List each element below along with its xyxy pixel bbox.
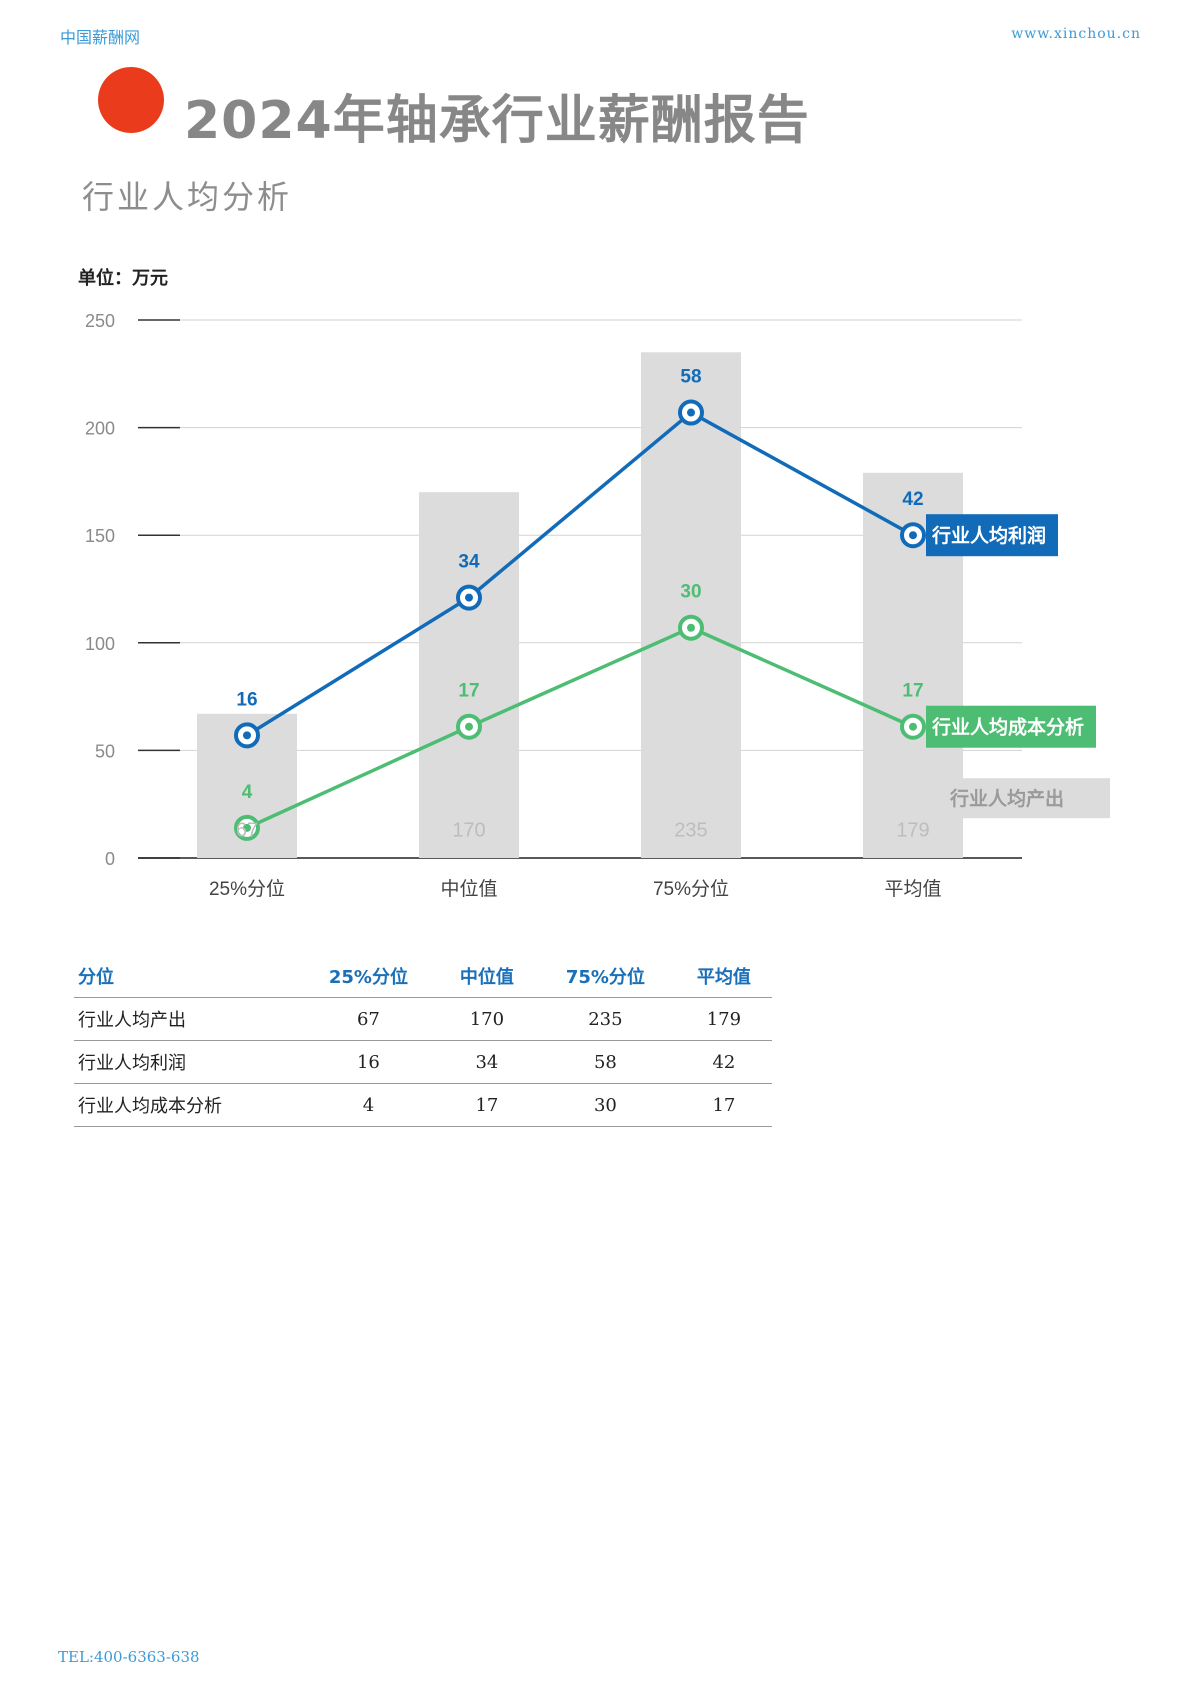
table-cell: 行业人均成本分析 (74, 1083, 298, 1127)
section-title: 行业人均分析 (82, 178, 293, 216)
table-header-row: 分位 25%分位 中位值 75%分位 平均值 (74, 955, 772, 998)
profit-data-label: 58 (680, 367, 701, 388)
profit-line (246, 410, 914, 737)
table-cell: 17 (438, 1083, 535, 1127)
legend-chip-output (950, 778, 1110, 819)
bar-value-label: 67 (236, 819, 258, 841)
table-cell: 4 (298, 1083, 439, 1127)
cost-point-center (909, 722, 917, 731)
x-tick-label: 25%分位 (209, 878, 285, 900)
table-cell: 16 (298, 1040, 439, 1084)
table-header-cell: 分位 (74, 955, 298, 998)
chart-lines (234, 399, 926, 841)
table-cell: 170 (438, 997, 535, 1041)
table-header-cell: 平均值 (675, 955, 772, 998)
y-tick-label: 250 (85, 311, 115, 331)
bar (641, 352, 741, 858)
x-tick-label: 75%分位 (653, 878, 729, 900)
title-bullet-dot (98, 67, 164, 133)
profit-point-center (465, 593, 473, 602)
data-table: 分位 25%分位 中位值 75%分位 平均值 行业人均产出 67 170 235… (74, 955, 772, 1127)
site-name: 中国薪酬网 (60, 28, 141, 47)
site-url[interactable]: www.xinchou.cn (1011, 26, 1141, 42)
y-tick-label: 150 (85, 526, 115, 546)
profit-legend-tag (926, 514, 1058, 557)
cost-data-label: 17 (458, 681, 479, 702)
profit-data-label: 42 (902, 489, 923, 510)
legend-label-output: 行业人均产出 (949, 787, 1064, 810)
cost-legend-label: 行业人均成本分析 (931, 716, 1084, 739)
table-cell: 17 (675, 1083, 772, 1127)
table-row: 行业人均成本分析 4 17 30 17 (74, 1083, 772, 1127)
table-row: 行业人均产出 67 170 235 179 (74, 997, 772, 1041)
table-cell: 58 (534, 1040, 676, 1084)
profit-data-label: 16 (236, 689, 257, 710)
profit-data-label: 34 (458, 552, 480, 573)
bar-value-label: 235 (674, 819, 707, 841)
profit-point-center (687, 408, 695, 417)
chart-labels: 行业人均产出 67 170 235 179 25%分位 中位值 75%分位 平均值 4 17 30 17… (209, 367, 1096, 900)
profit-point-center (243, 731, 251, 740)
industry-per-capita-chart: 0 50 100 150 200 250 行业人均产出 67 170 235 179 25%分位 中位… (85, 311, 1110, 900)
table-cell: 34 (438, 1040, 535, 1084)
footer-tel: TEL:400-6363-638 (58, 1648, 200, 1666)
unit-label: 单位：万元 (78, 268, 168, 289)
cost-data-label: 17 (902, 681, 923, 702)
y-tick-label: 100 (85, 634, 115, 654)
bar (419, 492, 519, 858)
table-cell: 67 (298, 997, 439, 1041)
table-cell: 30 (534, 1083, 676, 1127)
bar-value-label: 170 (452, 819, 485, 841)
table-header-cell: 75%分位 (534, 955, 676, 998)
chart-bars (197, 352, 1110, 858)
y-tick-label: 50 (95, 741, 115, 761)
table-row: 行业人均利润 16 34 58 42 (74, 1040, 772, 1084)
profit-point-center (909, 531, 917, 540)
cost-point-center (687, 623, 695, 632)
profit-legend-label: 行业人均利润 (931, 524, 1046, 547)
cost-point-center (243, 823, 251, 832)
table-header-cell: 25%分位 (298, 955, 439, 998)
chart-grid: 0 50 100 150 200 250 (85, 311, 1022, 869)
table-cell: 235 (534, 997, 676, 1041)
cost-point-center (465, 722, 473, 731)
x-tick-label: 中位值 (440, 878, 497, 900)
cost-line (246, 625, 914, 830)
table-cell: 179 (675, 997, 772, 1041)
page-title: 2024年轴承行业薪酬报告 (184, 91, 810, 151)
x-tick-label: 平均值 (884, 878, 941, 900)
table-cell: 42 (675, 1040, 772, 1084)
bar-value-label: 179 (896, 819, 929, 841)
y-tick-label: 0 (105, 849, 115, 869)
table-cell: 行业人均利润 (74, 1040, 298, 1084)
y-tick-label: 200 (85, 419, 115, 439)
table-header-cell: 中位值 (438, 955, 535, 998)
cost-data-label: 4 (242, 782, 253, 803)
cost-legend-tag (926, 705, 1096, 748)
cost-data-label: 30 (680, 582, 701, 603)
table-cell: 行业人均产出 (74, 997, 298, 1041)
